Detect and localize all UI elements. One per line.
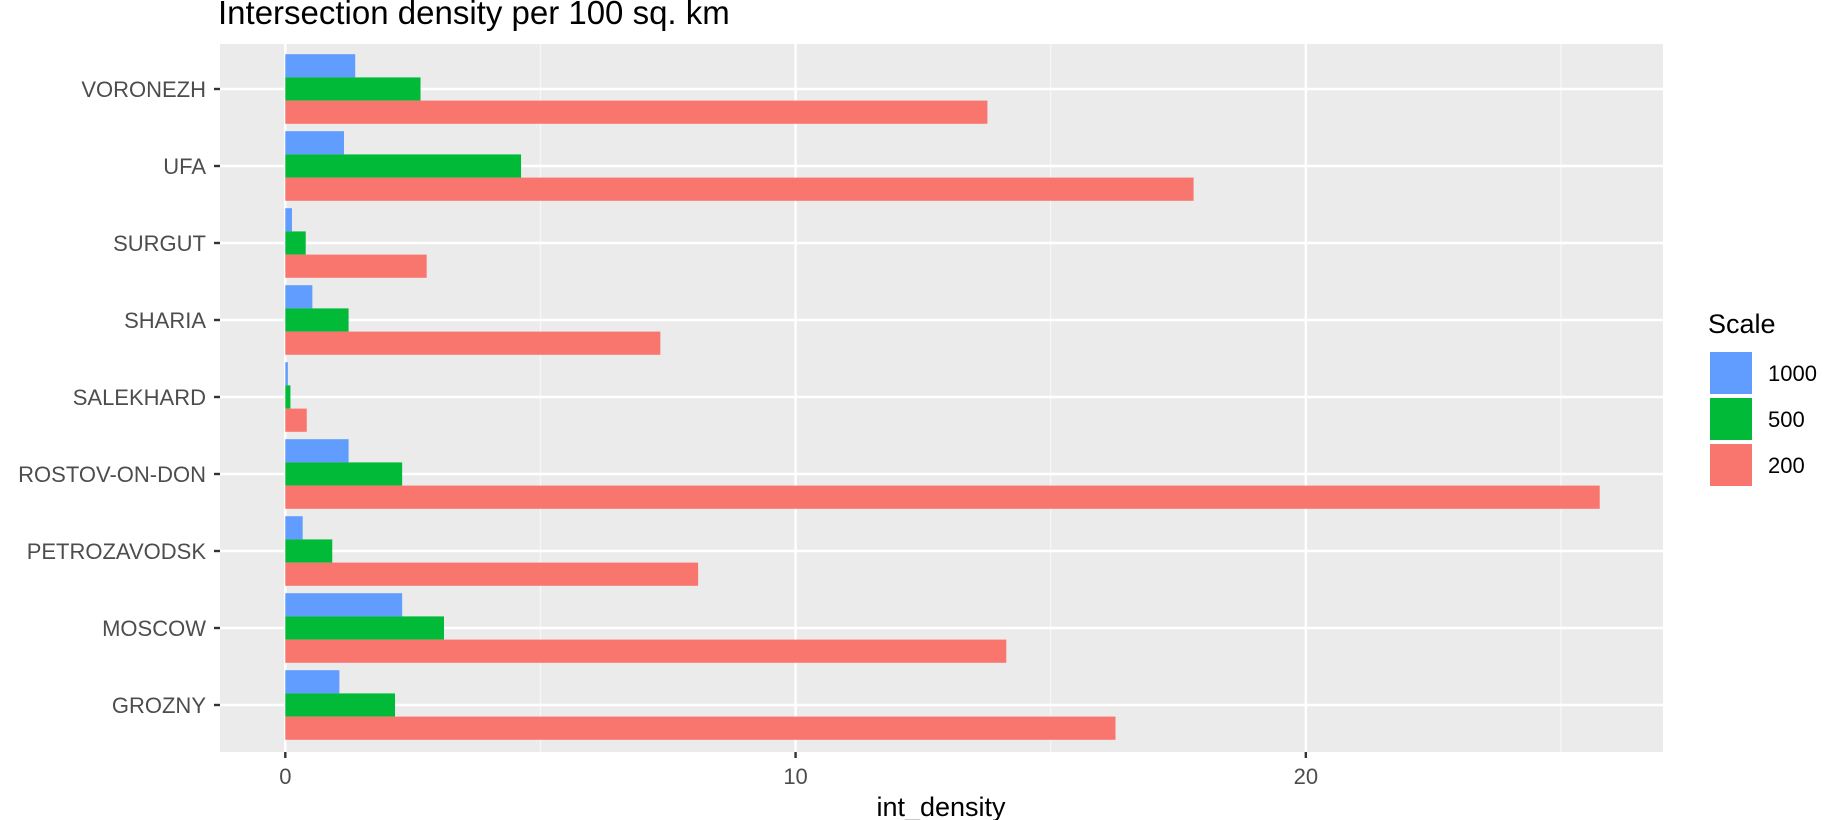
bar-voronezh-500 (285, 77, 421, 101)
y-tick-label-grozny: GROZNY (112, 693, 206, 718)
bar-petrozavodsk-500 (285, 539, 333, 563)
bar-moscow-500 (285, 616, 445, 640)
y-tick-label-surgut: SURGUT (113, 231, 206, 256)
bar-rostov-on-don-500 (285, 462, 403, 486)
bar-surgut-500 (285, 231, 306, 255)
bar-sharia-200 (285, 331, 661, 355)
x-axis: 0 10 20 (279, 752, 1318, 789)
bar-grozny-200 (285, 716, 1116, 740)
y-tick-label-rostov-on-don: ROSTOV-ON-DON (18, 462, 206, 487)
legend-title: Scale (1708, 309, 1776, 339)
bar-surgut-1000 (285, 208, 292, 232)
bar-salekhard-500 (285, 385, 291, 409)
legend-key-500 (1710, 398, 1752, 440)
bar-petrozavodsk-200 (285, 562, 699, 586)
y-tick-label-sharia: SHARIA (124, 308, 206, 333)
y-tick-label-ufa: UFA (163, 154, 206, 179)
legend-label-500: 500 (1768, 407, 1805, 432)
bar-salekhard-1000 (285, 362, 288, 386)
bar-rostov-on-don-200 (285, 485, 1600, 509)
bar-voronezh-1000 (285, 54, 356, 78)
bar-moscow-200 (285, 639, 1007, 663)
bar-ufa-500 (285, 154, 522, 178)
legend-label-1000: 1000 (1768, 361, 1817, 386)
bars (285, 54, 1600, 740)
y-axis: VORONEZH UFA SURGUT SHARIA SALEKHARD ROSTOV-O… (18, 77, 220, 718)
x-tick-label: 0 (279, 764, 291, 789)
bar-voronezh-200 (285, 100, 988, 124)
legend: Scale 1000 500 200 (1708, 309, 1817, 486)
bar-grozny-1000 (285, 670, 340, 694)
chart-title: Intersection density per 100 sq. km (218, 0, 730, 31)
bar-ufa-200 (285, 177, 1194, 201)
legend-label-200: 200 (1768, 453, 1805, 478)
legend-key-1000 (1710, 352, 1752, 394)
bar-grozny-500 (285, 693, 396, 717)
y-tick-label-salekhard: SALEKHARD (73, 385, 206, 410)
bar-rostov-on-don-1000 (285, 439, 349, 463)
bar-salekhard-200 (285, 408, 307, 432)
y-tick-label-petrozavodsk: PETROZAVODSK (27, 539, 207, 564)
bar-petrozavodsk-1000 (285, 516, 303, 540)
bar-moscow-1000 (285, 593, 403, 617)
legend-key-200 (1710, 444, 1752, 486)
bar-surgut-200 (285, 254, 427, 278)
y-tick-label-moscow: MOSCOW (102, 616, 206, 641)
x-axis-title: int_density (876, 792, 1006, 820)
bar-ufa-1000 (285, 131, 344, 155)
x-tick-label: 20 (1294, 764, 1318, 789)
bar-sharia-500 (285, 308, 349, 332)
x-tick-label: 10 (783, 764, 807, 789)
y-tick-label-voronezh: VORONEZH (81, 77, 206, 102)
bar-sharia-1000 (285, 285, 313, 309)
